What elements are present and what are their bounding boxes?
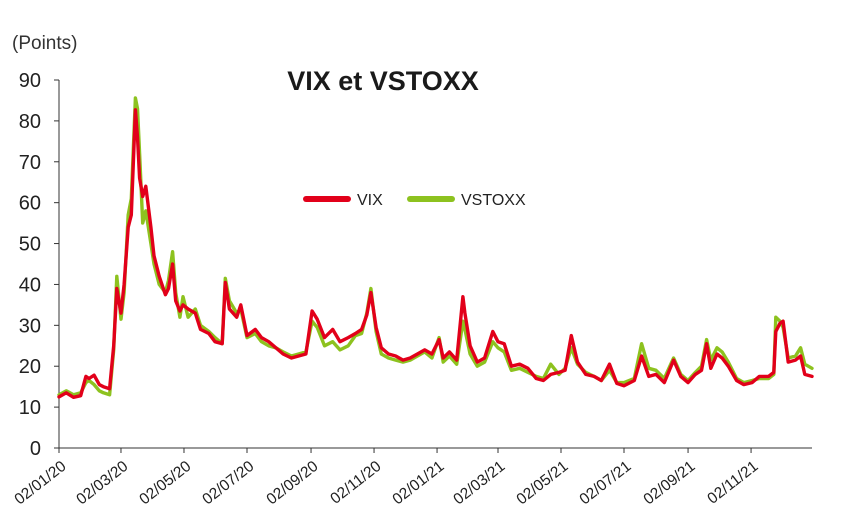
y-tick-label: 40 [19,274,41,296]
x-axis: 02/01/20 02/03/20 02/05/20 02/07/20 02/09/20… [11,448,762,509]
x-tick-label: 02/09/21 [640,458,698,509]
y-tick-label: 80 [19,111,41,133]
y-tick-label: 10 [19,397,41,419]
y-tick-label: 70 [19,152,41,174]
series-line-vix [57,108,814,399]
x-tick-label: 02/11/21 [704,458,761,508]
legend: VIX VSTOXX [303,192,526,209]
x-tick-label: 02/03/21 [450,458,508,509]
series-layer [57,96,814,399]
y-tick-label: 90 [19,70,41,92]
y-tick-label: 60 [19,193,41,215]
legend-label-vstoxx: VSTOXX [461,192,526,209]
x-tick-label: 02/05/21 [513,458,571,509]
x-tick-label: 02/01/21 [389,458,447,509]
x-tick-label: 02/03/20 [73,458,131,509]
y-axis-unit-label: (Points) [12,33,77,54]
y-tick-label: 30 [19,315,41,337]
y-tick-label: 0 [30,438,41,460]
y-axis: 0 10 20 30 40 50 60 70 80 90 [19,70,59,460]
y-tick-label: 50 [19,234,41,256]
chart-title: VIX et VSTOXX [287,66,479,96]
x-tick-label: 02/07/21 [576,458,634,509]
legend-label-vix: VIX [357,192,383,209]
x-tick-label: 02/05/20 [136,458,194,509]
x-tick-label: 02/09/20 [263,458,321,509]
x-tick-label: 02/11/20 [327,458,384,508]
x-tick-label: 02/07/20 [199,458,257,509]
x-tick-label: 02/01/20 [11,458,69,509]
y-tick-label: 20 [19,356,41,378]
